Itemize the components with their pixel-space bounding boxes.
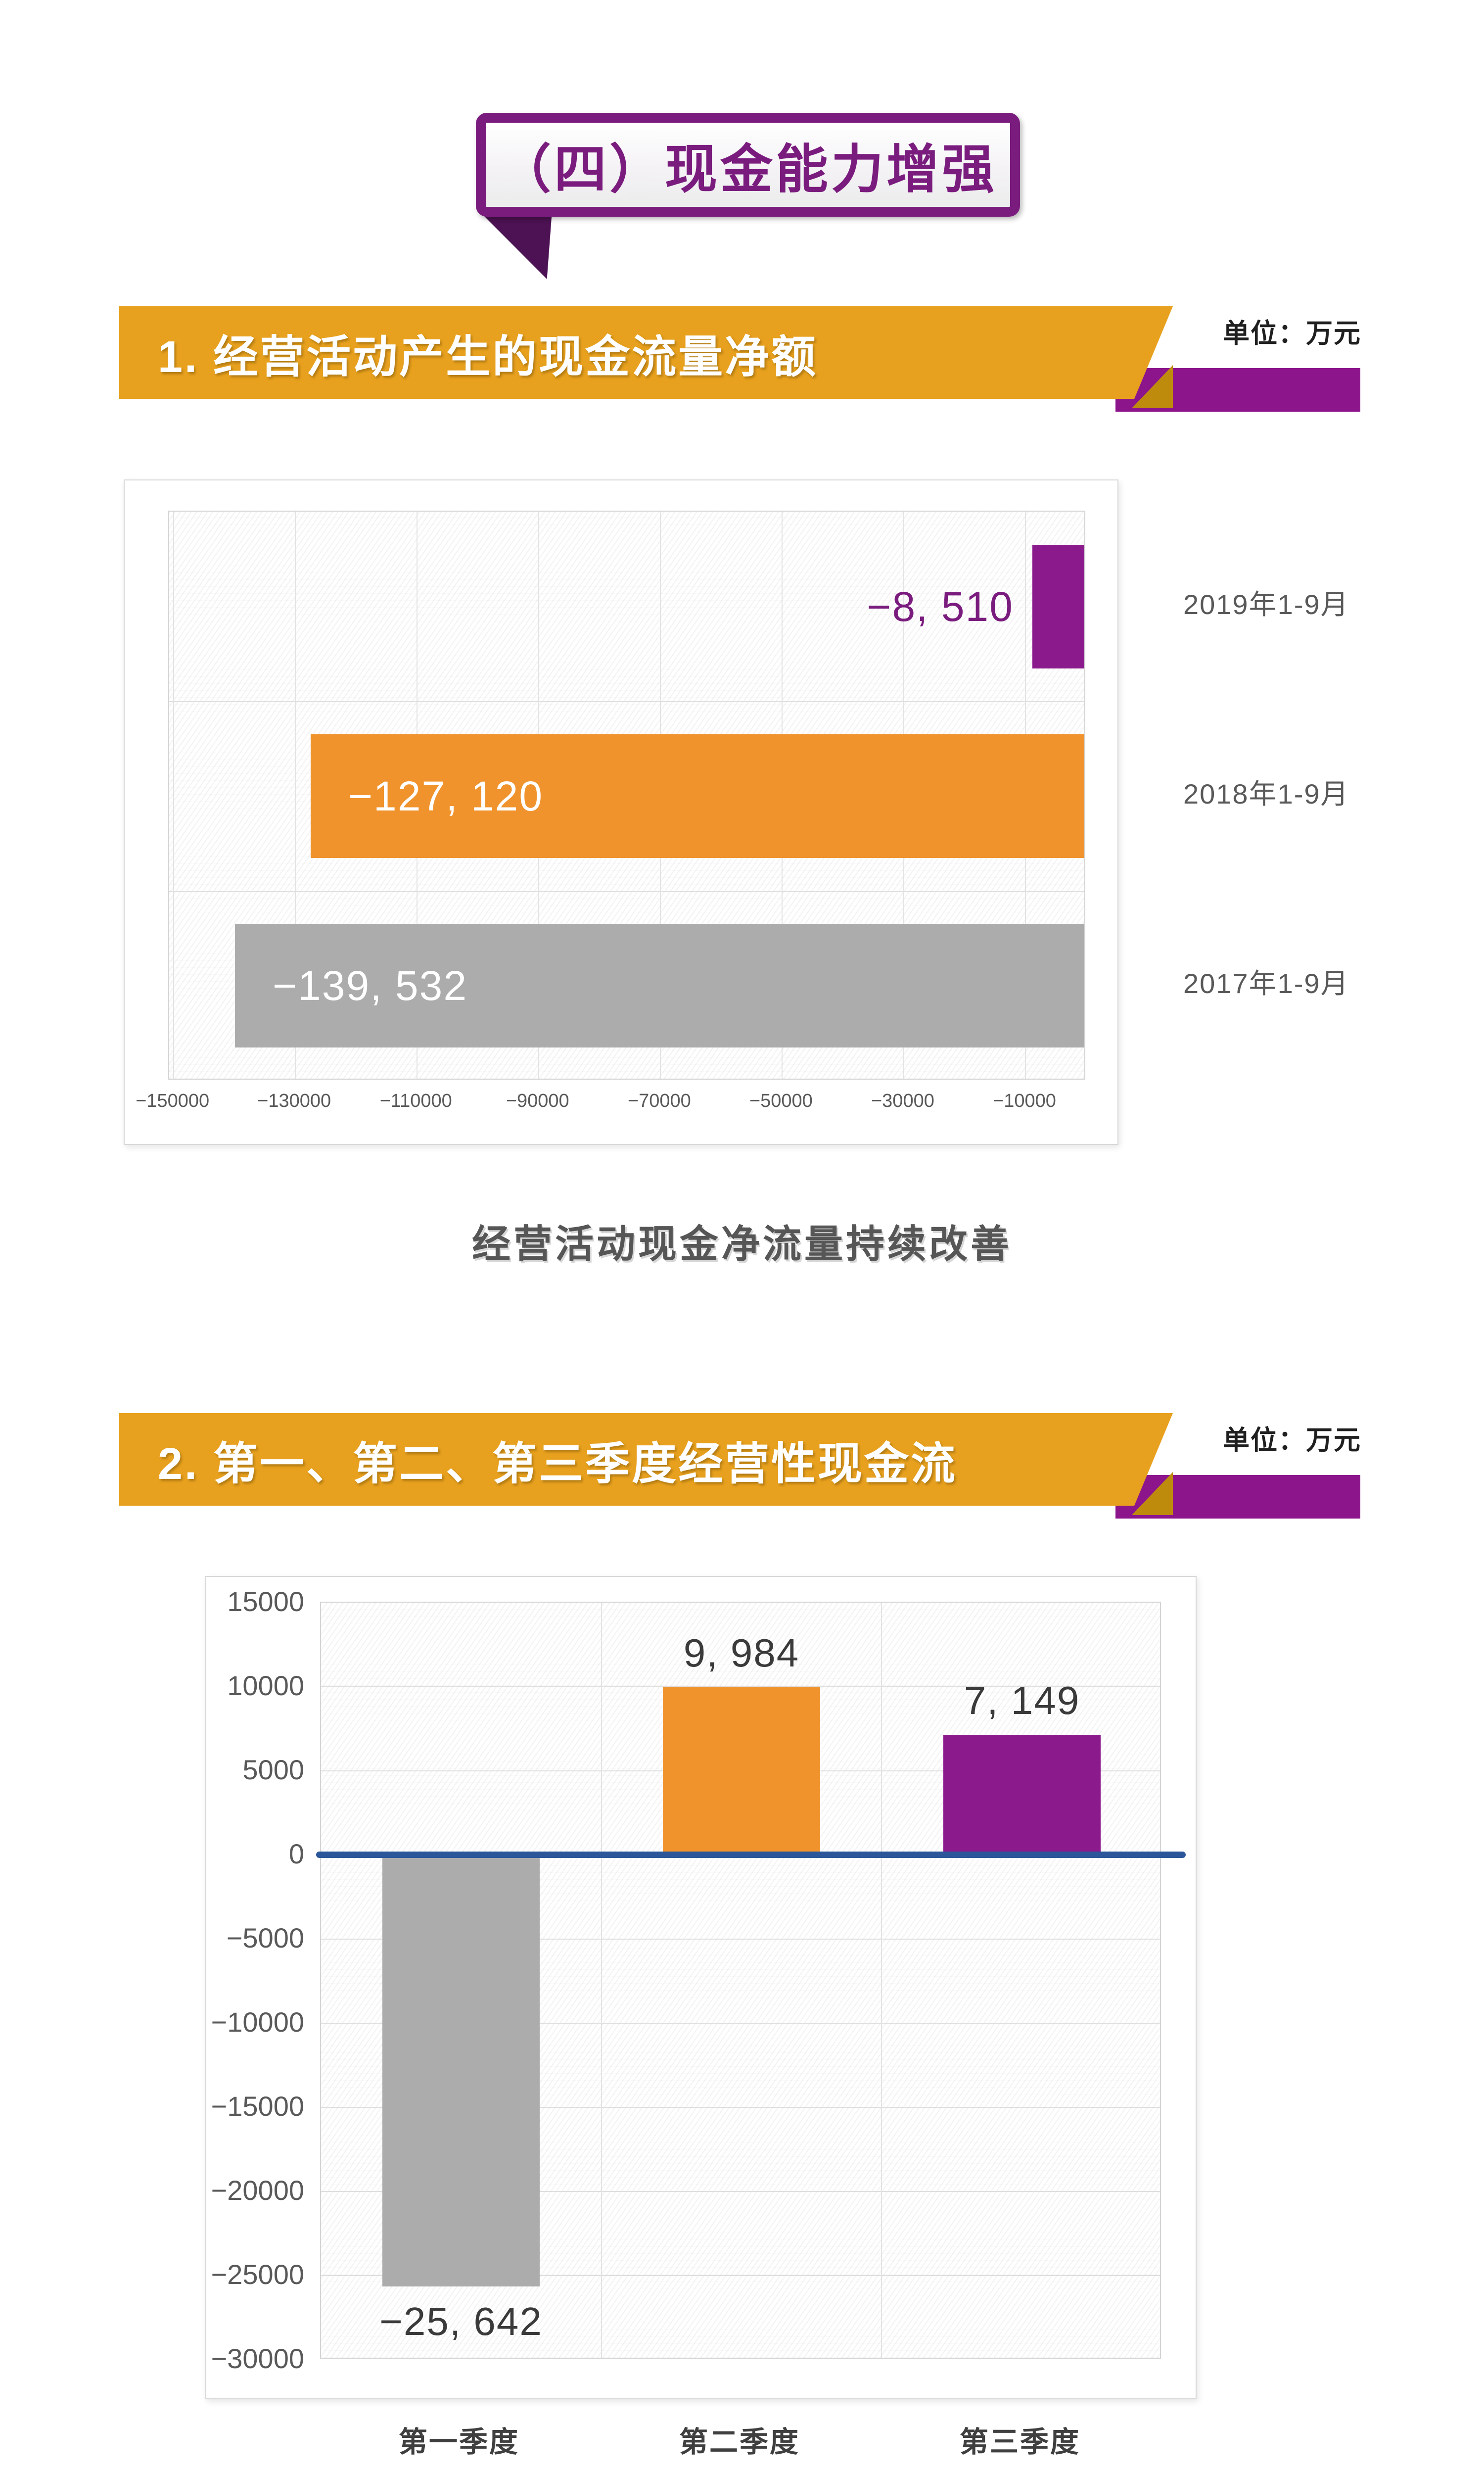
bar-value-label: −139, 532 (273, 962, 468, 1009)
section1-unit-label: 单位：万元 (1223, 319, 1361, 348)
x-tick-label: −150000 (136, 1091, 210, 1111)
bar-第二季度 (663, 1687, 820, 1855)
bar-value-label: 9, 984 (683, 1631, 800, 1675)
y-gridline (321, 2023, 1160, 2024)
bar-2017年1-9月 (235, 924, 1084, 1047)
section2-header-title: 2. 第一、第二、第三季度经营性现金流 (158, 1439, 958, 1489)
x-gridline (294, 512, 296, 1079)
band-separator (169, 891, 1084, 892)
category-label-2019年1-9月: 2019年1-9月 (1183, 589, 1349, 620)
bar-第三季度 (943, 1735, 1101, 1855)
section2-unit-label: 单位：万元 (1223, 1426, 1361, 1455)
y-tick-label: −25000 (211, 2259, 304, 2290)
bar-第一季度 (382, 1855, 540, 2286)
y-tick-label: −30000 (211, 2343, 304, 2374)
bar-value-label: −127, 120 (348, 773, 544, 819)
banner-tail-shape (479, 211, 552, 279)
y-tick-label: 0 (288, 1838, 304, 1869)
y-gridline (321, 1686, 1160, 1687)
v-gridline (601, 1603, 602, 2358)
category-label-第三季度: 第三季度 (959, 2426, 1081, 2458)
y-tick-label: −15000 (211, 2091, 304, 2122)
section1-header: 1. 经营活动产生的现金流量净额 单位：万元 (0, 306, 1484, 425)
bar-value-label: −25, 642 (379, 2299, 543, 2343)
y-gridline (321, 2191, 1160, 2192)
section2-header: 2. 第一、第二、第三季度经营性现金流 单位：万元 (0, 1413, 1484, 1532)
section1-header-title: 1. 经营活动产生的现金流量净额 (158, 332, 818, 382)
band-separator (169, 701, 1084, 702)
y-gridline (321, 2275, 1160, 2276)
bar-2019年1-9月 (1032, 545, 1084, 668)
y-tick-label: −5000 (226, 1922, 304, 1953)
x-tick-label: −130000 (257, 1091, 331, 1111)
x-tick-label: −10000 (993, 1091, 1056, 1111)
x-gridline (173, 512, 174, 1079)
x-tick-label: −50000 (749, 1091, 813, 1111)
bar-value-label: −8, 510 (867, 583, 1014, 630)
banner-title: （四）现金能力增强 (499, 141, 997, 199)
bar-value-label: 7, 149 (964, 1678, 1080, 1722)
y-tick-label: 5000 (242, 1754, 304, 1785)
chart1-card: −8, 510 −127, 120 −139, 532 −150000 −130000… (124, 479, 1118, 1145)
x-tick-label: −90000 (506, 1091, 569, 1111)
x-tick-label: −110000 (379, 1091, 452, 1111)
chart1-plot-area: −8, 510 −127, 120 −139, 532 (168, 511, 1085, 1080)
category-label-2017年1-9月: 2017年1-9月 (1183, 968, 1349, 999)
zero-axis-line (316, 1852, 1186, 1858)
chart2-plot-area: −25, 642 9, 984 7, 149 (316, 1602, 1186, 2359)
section1-header-band: 1. 经营活动产生的现金流量净额 (119, 306, 1173, 399)
y-gridline (321, 1939, 1160, 1940)
y-tick-label: 15000 (227, 1586, 304, 1617)
section2-header-band: 2. 第一、第二、第三季度经营性现金流 (119, 1413, 1173, 1506)
y-tick-label: −20000 (211, 2175, 304, 2206)
chart1-caption: 经营活动现金净流量持续改善 (471, 1222, 1012, 1266)
category-label-第二季度: 第二季度 (679, 2426, 800, 2458)
y-gridline (321, 2107, 1160, 2108)
section-banner: （四）现金能力增强 (476, 113, 1020, 217)
y-tick-label: 10000 (227, 1670, 304, 1701)
x-tick-label: −70000 (627, 1091, 691, 1111)
category-label-2018年1-9月: 2018年1-9月 (1183, 778, 1349, 809)
chart2-card: −25, 642 9, 984 7, 149 15000 10000 5000 0 −500… (205, 1576, 1197, 2399)
v-gridline (881, 1603, 882, 2358)
category-label-第一季度: 第一季度 (398, 2426, 520, 2458)
x-tick-label: −30000 (871, 1091, 934, 1111)
y-tick-label: −10000 (211, 2006, 304, 2038)
bar-2018年1-9月 (311, 734, 1084, 858)
